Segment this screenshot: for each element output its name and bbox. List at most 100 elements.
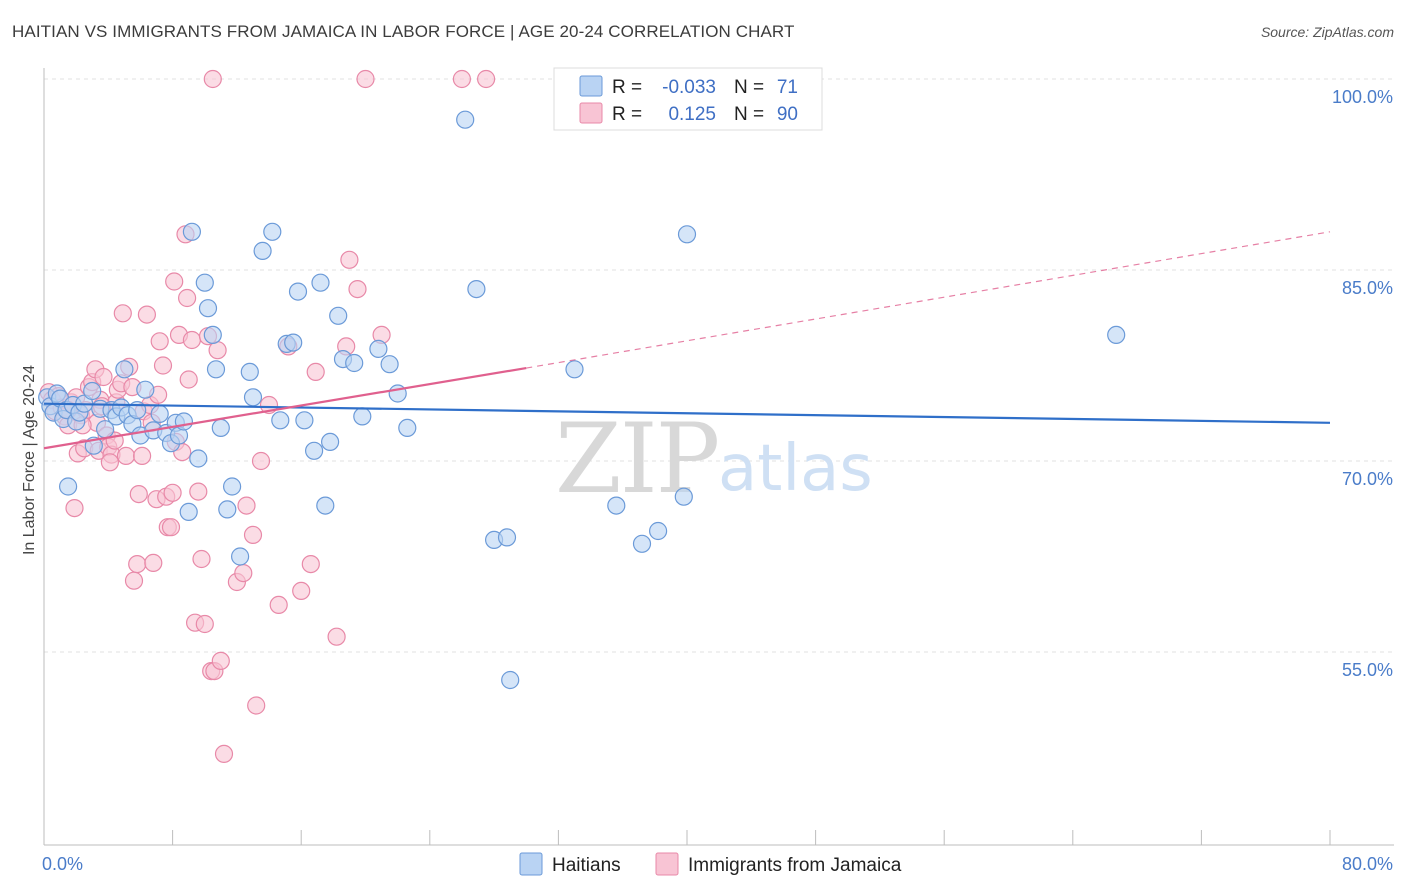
haitian-point [58, 477, 78, 496]
jamaica-point [113, 304, 132, 323]
y-tick-label: 70.0% [1342, 469, 1393, 489]
jamaica-point [452, 69, 471, 89]
y-tick-label: 100.0% [1332, 87, 1393, 107]
jamaica-point [165, 272, 184, 291]
haitian-point [369, 339, 388, 358]
haitian-point [398, 418, 417, 437]
haitian-point [467, 280, 486, 299]
jamaica-point [178, 288, 197, 308]
haitian-point [189, 449, 208, 468]
haitian-point [136, 380, 155, 399]
jamaica-point [247, 696, 266, 715]
haitian-point [288, 282, 308, 301]
jamaica-point [234, 563, 253, 583]
haitian-point [380, 355, 399, 374]
legend-r-value-jamaica: 0.125 [668, 104, 716, 125]
haitian-point [243, 388, 263, 407]
legend-r-label-haitians: R = [612, 77, 642, 98]
jamaica-point [292, 581, 311, 601]
haitian-point [174, 412, 193, 431]
jamaica-point [251, 451, 271, 471]
legend-r-value-haitians: -0.033 [662, 77, 716, 98]
haitian-point [648, 521, 668, 541]
jamaica-point [129, 485, 148, 504]
haitian-point [115, 360, 134, 379]
jamaica-point [182, 330, 201, 350]
jamaica-point [237, 496, 256, 515]
haitian-point [271, 411, 290, 430]
haitian-point [316, 496, 335, 515]
jamaica-point [208, 341, 227, 360]
jamaica-point [327, 627, 346, 646]
legend-n-value-jamaica: 90 [777, 104, 798, 125]
jamaica-point [137, 305, 156, 324]
jamaica-point [65, 499, 84, 518]
jamaica-point [214, 744, 234, 764]
legend-r-label-jamaica: R = [612, 104, 642, 125]
watermark-atlas: atlas [718, 432, 873, 506]
jamaica-point [203, 69, 222, 89]
jamaica-trend-line [43, 366, 527, 450]
series-legend-swatch-haitians [519, 852, 543, 876]
points-layer [38, 69, 1126, 764]
haitian-point [674, 487, 693, 506]
x-tick-label-min: 0.0% [42, 854, 83, 874]
haitian-point [295, 411, 314, 430]
jamaica-point [269, 595, 288, 615]
haitian-point [456, 110, 475, 129]
jamaica-point [144, 553, 163, 573]
jamaica-point [150, 332, 169, 351]
haitian-point [284, 333, 303, 352]
y-tick-label: 85.0% [1342, 278, 1393, 298]
haitian-point [179, 502, 198, 521]
jamaica-point [189, 482, 208, 501]
legend-swatch-haitians [579, 75, 603, 97]
haitian-point [321, 432, 340, 451]
axis-layer: 55.0% 70.0% 85.0% 100.0% [43, 68, 1394, 846]
haitian-trend-line [43, 402, 1331, 424]
haitian-point [83, 381, 102, 401]
jamaica-point [133, 446, 152, 465]
haitian-point [677, 225, 697, 244]
haitian-point [565, 360, 584, 379]
jamaica-point [94, 367, 113, 387]
jamaica-point [116, 446, 136, 465]
series-legend-label-jamaica: Immigrants from Jamaica [688, 855, 902, 876]
haitian-point [240, 362, 259, 381]
jamaica-point [306, 362, 325, 381]
jamaica-point [179, 370, 198, 389]
legend-n-label-jamaica: N = [734, 104, 764, 125]
jamaica-point [124, 571, 144, 590]
series-legend: Haitians Immigrants from Jamaica [519, 852, 902, 876]
y-tick-label: 55.0% [1342, 660, 1393, 680]
haitian-point [203, 325, 222, 344]
legend-swatch-jamaica [579, 102, 603, 124]
jamaica-point [100, 453, 120, 472]
haitian-point [206, 360, 226, 379]
jamaica-point [128, 554, 147, 574]
haitian-point [1107, 325, 1126, 344]
haitian-point [607, 496, 626, 515]
jamaica-point [348, 280, 367, 299]
source-credit: Source: ZipAtlas.com [1260, 24, 1394, 40]
series-legend-label-haitians: Haitians [552, 855, 621, 876]
haitian-point [195, 273, 214, 292]
haitian-point [329, 306, 348, 325]
watermark-zip: ZIP [555, 403, 718, 515]
jamaica-point [211, 651, 230, 671]
haitian-point [263, 222, 282, 241]
jamaica-point [195, 614, 214, 634]
y-axis-label: In Labor Force | Age 20-24 [21, 365, 38, 555]
haitian-point [198, 299, 218, 318]
jamaica-point [163, 483, 182, 502]
jamaica-point [301, 554, 320, 574]
jamaica-point [192, 549, 211, 569]
chart-title: HAITIAN VS IMMIGRANTS FROM JAMAICA IN LA… [12, 22, 795, 41]
series-legend-swatch-jamaica [655, 852, 679, 876]
haitian-point [497, 528, 517, 547]
legend-n-label-haitians: N = [734, 77, 764, 98]
haitian-point [311, 273, 330, 292]
jamaica-point [161, 518, 181, 537]
jamaica-point [340, 250, 359, 269]
